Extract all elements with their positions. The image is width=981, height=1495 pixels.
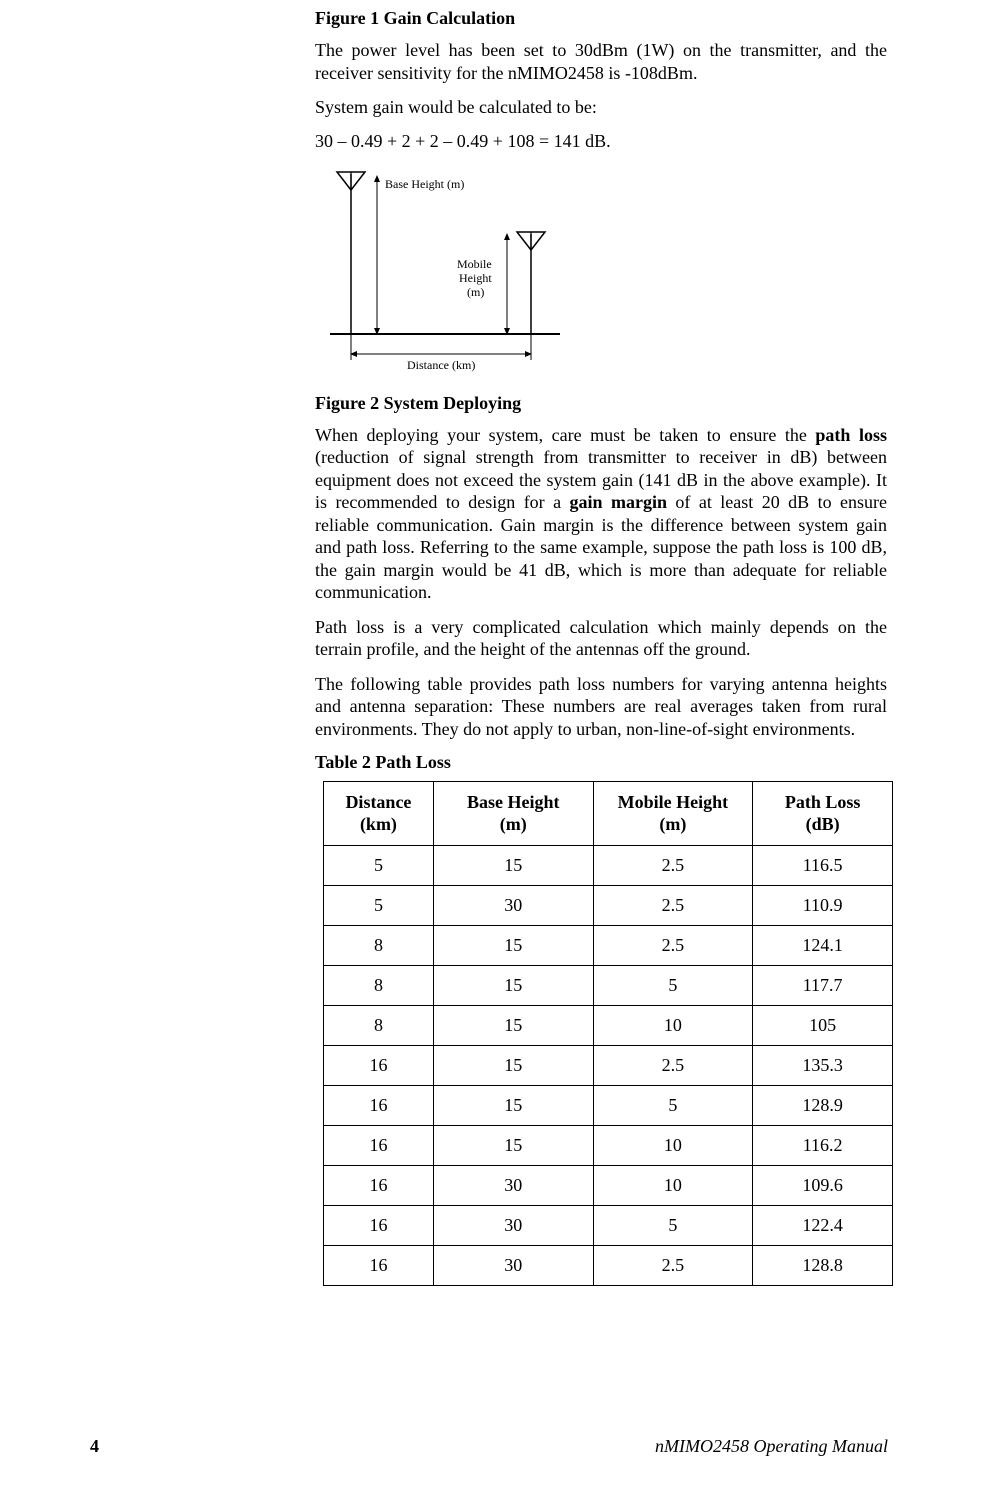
figure-1-title: Figure 1 Gain Calculation (315, 8, 887, 29)
mobile-height-label-2: Height (459, 271, 492, 285)
table-row: 16302.5128.8 (324, 1246, 893, 1286)
table-header-cell: Mobile Height(m) (593, 782, 753, 846)
table-head: Distance(km)Base Height(m)Mobile Height(… (324, 782, 893, 846)
system-deploying-diagram: Base Height (m) Mobile Height (m) Distan… (315, 164, 575, 374)
table-row: 163010109.6 (324, 1166, 893, 1206)
table-cell: 128.8 (753, 1246, 893, 1286)
figure-2-para-1: When deploying your system, care must be… (315, 424, 887, 604)
table-cell: 5 (593, 1086, 753, 1126)
table-cell: 2.5 (593, 846, 753, 886)
table-cell: 16 (324, 1166, 434, 1206)
p1-pre: When deploying your system, care must be… (315, 425, 815, 445)
table-cell: 30 (433, 1246, 593, 1286)
table-cell: 16 (324, 1086, 434, 1126)
table-header-cell: Path Loss(dB) (753, 782, 893, 846)
table-cell: 124.1 (753, 926, 893, 966)
figure-2-para-3: The following table provides path loss n… (315, 673, 887, 741)
table-cell: 2.5 (593, 1246, 753, 1286)
table-cell: 2.5 (593, 926, 753, 966)
table-cell: 16 (324, 1246, 434, 1286)
distance-label: Distance (km) (407, 358, 475, 372)
table-cell: 8 (324, 966, 434, 1006)
table-cell: 109.6 (753, 1166, 893, 1206)
table-cell: 30 (433, 886, 593, 926)
table-cell: 15 (433, 1046, 593, 1086)
path-loss-table: Distance(km)Base Height(m)Mobile Height(… (323, 781, 893, 1286)
table-cell: 116.2 (753, 1126, 893, 1166)
figure-1-equation: 30 – 0.49 + 2 + 2 – 0.49 + 108 = 141 dB. (315, 131, 887, 152)
table-cell: 2.5 (593, 1046, 753, 1086)
table-cell: 116.5 (753, 846, 893, 886)
page-number: 4 (90, 1436, 99, 1456)
table-cell: 16 (324, 1126, 434, 1166)
table-row: 16305122.4 (324, 1206, 893, 1246)
base-height-label: Base Height (m) (385, 177, 464, 191)
table-cell: 10 (593, 1006, 753, 1046)
table-cell: 15 (433, 1006, 593, 1046)
table-row: 5302.5110.9 (324, 886, 893, 926)
figure-1-para-1: The power level has been set to 30dBm (1… (315, 39, 887, 84)
table-cell: 30 (433, 1206, 593, 1246)
table-cell: 105 (753, 1006, 893, 1046)
table-cell: 5 (593, 1206, 753, 1246)
manual-title: nMIMO2458 Operating Manual (655, 1436, 888, 1457)
table-cell: 15 (433, 846, 593, 886)
table-cell: 15 (433, 966, 593, 1006)
table-header-cell: Distance(km) (324, 782, 434, 846)
table-cell: 8 (324, 1006, 434, 1046)
table-cell: 30 (433, 1166, 593, 1206)
table-row: 8155117.7 (324, 966, 893, 1006)
table-header-cell: Base Height(m) (433, 782, 593, 846)
table-cell: 15 (433, 926, 593, 966)
table-2-caption: Table 2 Path Loss (315, 752, 887, 773)
table-row: 161510116.2 (324, 1126, 893, 1166)
table-cell: 10 (593, 1166, 753, 1206)
table-cell: 8 (324, 926, 434, 966)
mobile-height-label-1: Mobile (457, 257, 492, 271)
table-cell: 135.3 (753, 1046, 893, 1086)
table-row: 5152.5116.5 (324, 846, 893, 886)
table-cell: 16 (324, 1206, 434, 1246)
table-cell: 5 (324, 846, 434, 886)
table-row: 8152.5124.1 (324, 926, 893, 966)
table-cell: 110.9 (753, 886, 893, 926)
table-cell: 128.9 (753, 1086, 893, 1126)
p1-pathloss: path loss (815, 425, 887, 445)
table-cell: 15 (433, 1126, 593, 1166)
page-body: Figure 1 Gain Calculation The power leve… (315, 8, 887, 1286)
table-row: 16152.5135.3 (324, 1046, 893, 1086)
table-cell: 122.4 (753, 1206, 893, 1246)
table-cell: 2.5 (593, 886, 753, 926)
mobile-height-label-3: (m) (467, 285, 484, 299)
table-row: 81510105 (324, 1006, 893, 1046)
figure-2-title: Figure 2 System Deploying (315, 393, 887, 414)
table-cell: 5 (324, 886, 434, 926)
table-cell: 5 (593, 966, 753, 1006)
page-footer: 4 nMIMO2458 Operating Manual (90, 1436, 888, 1457)
table-cell: 117.7 (753, 966, 893, 1006)
table-cell: 10 (593, 1126, 753, 1166)
figure-2-para-2: Path loss is a very complicated calculat… (315, 616, 887, 661)
table-cell: 15 (433, 1086, 593, 1126)
p1-gainmargin: gain margin (570, 492, 667, 512)
figure-1-para-2: System gain would be calculated to be: (315, 96, 887, 119)
table-body: 5152.5116.55302.5110.98152.5124.18155117… (324, 846, 893, 1286)
table-cell: 16 (324, 1046, 434, 1086)
table-row: 16155128.9 (324, 1086, 893, 1126)
